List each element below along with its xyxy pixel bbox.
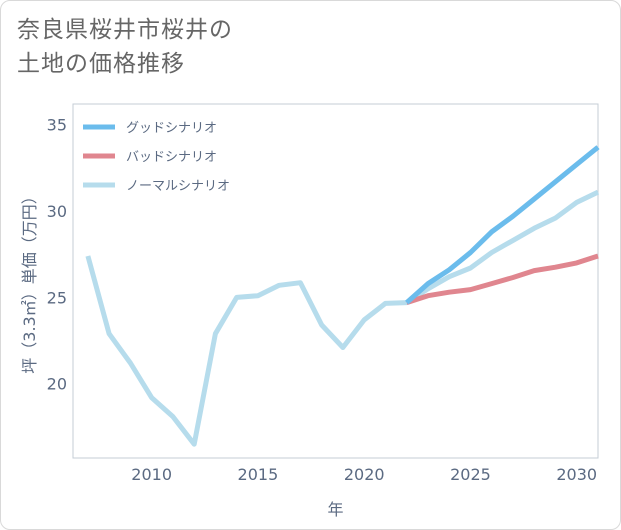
y-axis-label: 坪（3.3㎡）単価（万円）: [20, 188, 39, 373]
x-axis-label: 年: [327, 500, 343, 519]
y-tick-label: 30: [47, 202, 67, 221]
title-line-1: 奈良県桜井市桜井の: [17, 17, 233, 43]
series-line-normal: [85, 189, 600, 447]
title-line-2: 土地の価格推移: [17, 51, 185, 77]
series-lines: [85, 145, 600, 447]
y-tick-label: 25: [47, 288, 67, 307]
x-tick-label: 2015: [238, 465, 279, 484]
x-tick-label: 2020: [344, 465, 385, 484]
y-tick-label: 20: [47, 375, 67, 394]
x-tick-label: 2025: [450, 465, 491, 484]
series-line-bad: [405, 253, 599, 305]
x-tick-label: 2030: [556, 465, 597, 484]
plot-frame: [72, 103, 599, 459]
legend-label: ノーマルシナリオ: [126, 179, 230, 194]
chart-title: 奈良県桜井市桜井の 土地の価格推移: [17, 13, 233, 81]
legend-label: グッドシナリオ: [126, 121, 217, 136]
y-tick-label: 35: [47, 116, 67, 135]
plot-area: [72, 103, 599, 459]
legend-label: バッドシナリオ: [126, 150, 217, 165]
x-tick-label: 2010: [131, 465, 172, 484]
series-line-good: [405, 145, 600, 305]
